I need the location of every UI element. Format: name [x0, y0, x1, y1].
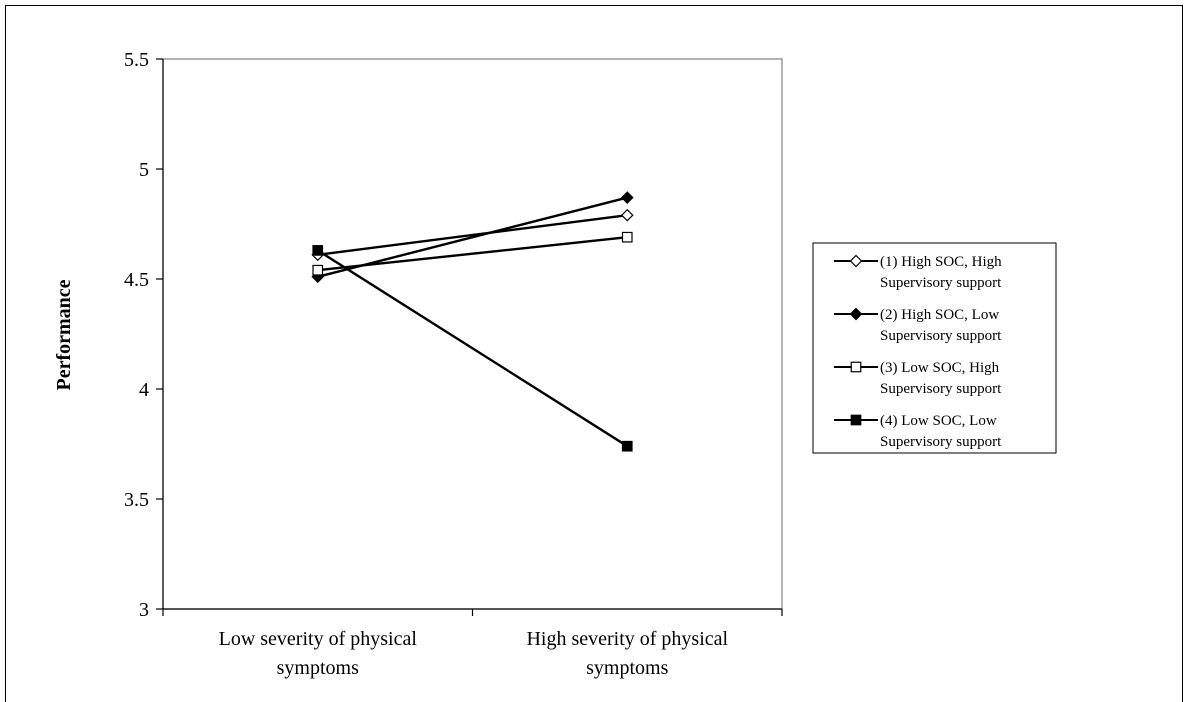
x-category-label: symptoms — [277, 657, 359, 679]
x-category-label: High severity of physical — [526, 628, 728, 650]
legend-label: (4) Low SOC, Low — [880, 413, 997, 429]
series-line-4 — [317, 249, 628, 448]
x-category-label: Low severity of physical — [219, 628, 418, 650]
y-tick-label: 5 — [139, 159, 149, 181]
data-point-series-3 — [312, 264, 324, 276]
legend-marker — [850, 414, 862, 426]
y-tick-label: 3.5 — [124, 489, 149, 511]
y-tick-label: 5.5 — [124, 49, 149, 71]
y-tick-label: 3 — [139, 599, 149, 621]
legend-label: (3) Low SOC, High — [880, 360, 1000, 376]
legend-label: Supervisory support — [880, 275, 1002, 291]
legend-label: (2) High SOC, Low — [880, 307, 999, 323]
series-line-3 — [317, 236, 628, 272]
legend-label: (1) High SOC, High — [880, 254, 1002, 270]
data-point-series-1 — [620, 208, 634, 222]
plot-area — [162, 58, 783, 610]
y-axis-title: Performance — [53, 279, 75, 390]
series-line-1 — [317, 214, 628, 256]
legend-marker — [849, 254, 863, 268]
figure-frame — [5, 5, 1183, 702]
legend-marker — [849, 307, 863, 321]
data-point-series-4 — [621, 440, 633, 452]
data-point-series-4 — [312, 245, 324, 256]
y-tick-label: 4 — [139, 379, 149, 401]
data-point-series-3 — [621, 231, 633, 243]
y-tick-label: 4.5 — [124, 269, 149, 291]
legend-label: Supervisory support — [880, 381, 1002, 397]
data-point-series-2 — [620, 191, 634, 204]
legend-label: Supervisory support — [880, 328, 1002, 344]
legend-marker — [850, 361, 862, 373]
legend-label: Supervisory support — [880, 434, 1002, 450]
x-category-label: symptoms — [586, 657, 668, 679]
